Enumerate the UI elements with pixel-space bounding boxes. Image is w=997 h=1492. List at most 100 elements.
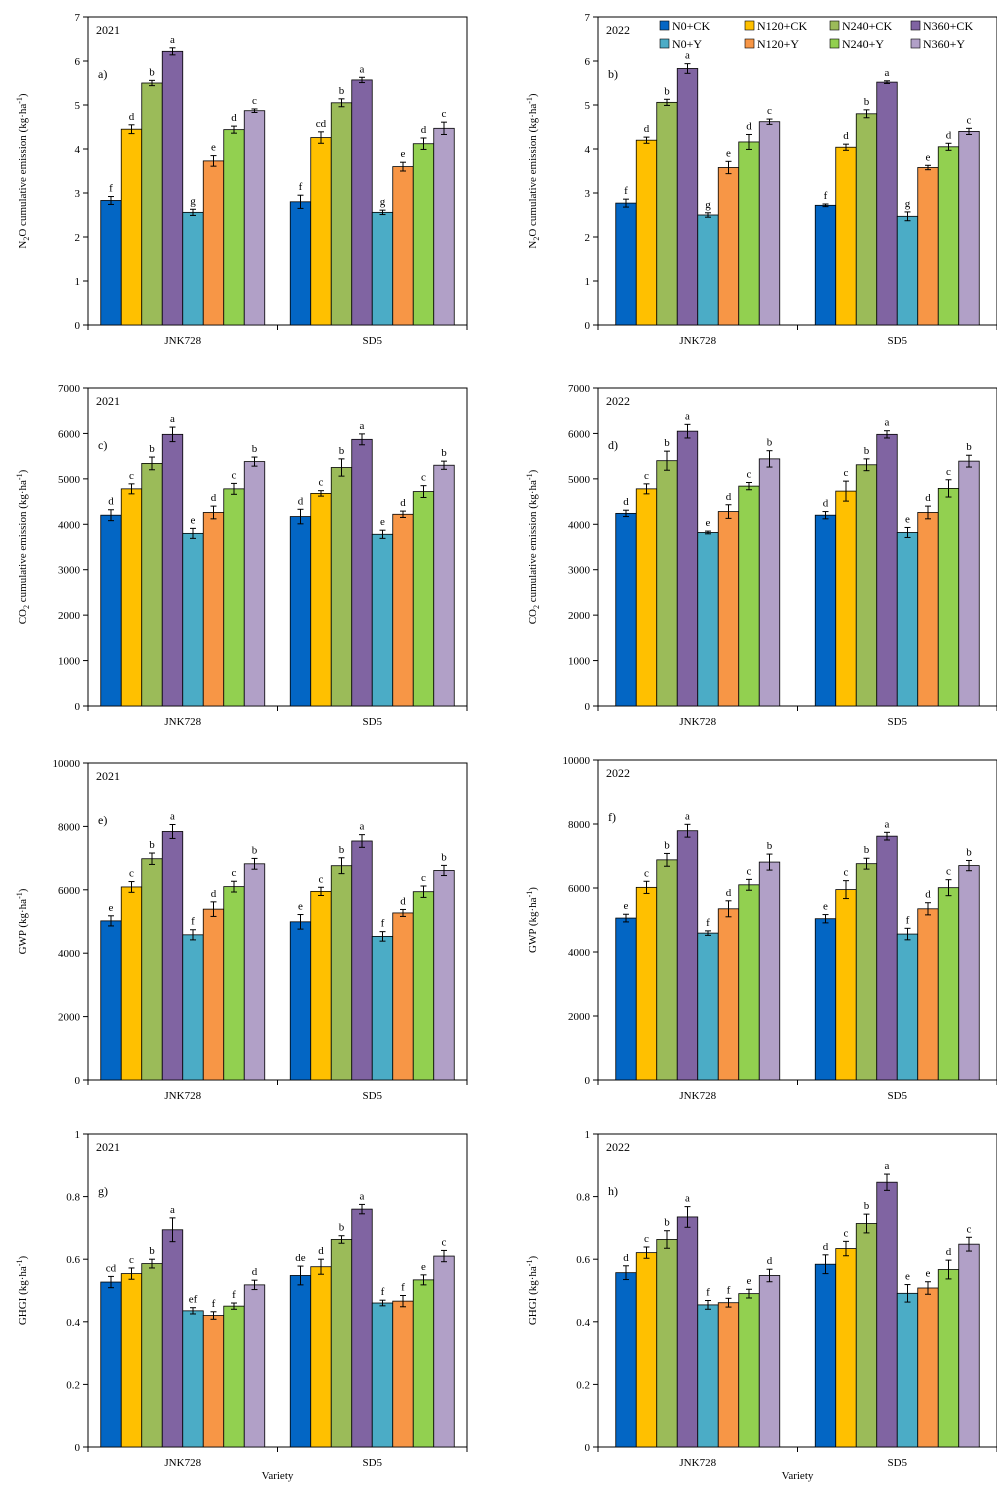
significance-letter: de xyxy=(295,1252,306,1264)
significance-letter: e xyxy=(421,1261,426,1273)
significance-letter: d xyxy=(252,1266,258,1278)
bar xyxy=(100,1281,122,1448)
bar xyxy=(412,1279,435,1448)
y-axis-label: GHGI (kg·ha-1) xyxy=(525,1256,539,1326)
significance-letter: ef xyxy=(189,1294,198,1306)
significance-letter: a xyxy=(685,50,690,62)
significance-letter: d xyxy=(946,1246,952,1258)
significance-letter: e xyxy=(706,517,711,529)
bar xyxy=(223,886,245,1081)
significance-letter: d xyxy=(211,492,217,504)
significance-letter: d xyxy=(767,1255,773,1267)
legend-label: N0+CK xyxy=(672,19,710,33)
significance-letter: a xyxy=(170,1204,175,1216)
bar xyxy=(412,491,435,707)
bar xyxy=(330,467,353,707)
y-tick-label: 3000 xyxy=(58,565,81,577)
significance-letter: d xyxy=(843,130,849,142)
bar xyxy=(937,887,960,1081)
y-tick-label: 0.4 xyxy=(576,1317,590,1329)
bar xyxy=(182,1310,204,1448)
bar xyxy=(835,889,857,1081)
significance-letter: b xyxy=(664,85,670,97)
bar xyxy=(635,488,658,707)
bar xyxy=(717,908,740,1081)
significance-letter: b xyxy=(767,437,773,449)
bar xyxy=(917,1287,939,1448)
significance-letter: e xyxy=(401,148,406,160)
significance-letter: d xyxy=(726,887,732,899)
significance-letter: c xyxy=(232,867,237,879)
significance-letter: c xyxy=(747,865,752,877)
bar xyxy=(120,488,143,707)
y-tick-label: 1000 xyxy=(568,656,591,668)
bar xyxy=(635,1252,658,1448)
bar xyxy=(697,932,719,1081)
bar xyxy=(855,113,878,326)
significance-letter: e xyxy=(726,147,731,159)
y-tick-label: 4000 xyxy=(58,948,81,960)
bar xyxy=(814,1263,837,1448)
y-tick-label: 0.4 xyxy=(66,1317,80,1329)
significance-letter: c xyxy=(644,1233,649,1245)
bar xyxy=(958,460,980,707)
legend-swatch xyxy=(744,38,755,49)
significance-letter: cd xyxy=(316,118,327,130)
chart-panel-d: 0 1000 2000 3000 4000 5000 6000 7000 JNK728 d c b a e… xyxy=(525,383,997,728)
bar xyxy=(958,1243,980,1448)
y-tick-label: 6 xyxy=(585,56,591,68)
significance-letter: e xyxy=(211,142,216,154)
significance-letter: c xyxy=(421,872,426,884)
y-tick-label: 7000 xyxy=(568,383,591,395)
significance-letter: c xyxy=(844,1227,849,1239)
legend-swatch xyxy=(910,38,921,49)
significance-letter: b xyxy=(864,445,870,457)
bar xyxy=(635,139,658,326)
significance-letter: c xyxy=(129,1254,134,1266)
y-tick-label: 10000 xyxy=(53,758,81,770)
significance-letter: a xyxy=(885,67,890,79)
significance-letter: c xyxy=(232,469,237,481)
category-label: JNK728 xyxy=(679,716,716,728)
y-tick-label: 0.6 xyxy=(66,1254,80,1266)
bar xyxy=(330,102,353,326)
legend-label: N240+CK xyxy=(842,19,892,33)
panel-label: b) xyxy=(608,67,618,81)
significance-letter: d xyxy=(129,111,135,123)
significance-letter: a xyxy=(685,810,690,822)
y-tick-label: 7 xyxy=(75,12,81,24)
significance-letter: c xyxy=(767,105,772,117)
significance-letter: d xyxy=(298,495,304,507)
significance-letter: c xyxy=(967,1223,972,1235)
significance-letter: b xyxy=(441,447,447,459)
y-tick-label: 2000 xyxy=(58,610,81,622)
significance-letter: d xyxy=(211,888,217,900)
significance-letter: d xyxy=(108,496,114,508)
y-axis-label: GWP (kg·ha-1) xyxy=(15,888,29,954)
y-tick-label: 1 xyxy=(585,276,591,288)
bar xyxy=(656,859,678,1081)
significance-letter: e xyxy=(747,1275,752,1287)
legend-label: N120+Y xyxy=(757,37,799,51)
bar xyxy=(835,146,857,326)
chart-panel-e: 0 2000 4000 6000 8000 10000 JNK728 e c b a f d c b SD5 e… xyxy=(15,758,468,1102)
category-label: SD5 xyxy=(887,1090,907,1102)
bar xyxy=(738,1293,760,1448)
bar xyxy=(876,81,898,326)
y-tick-label: 1 xyxy=(75,1129,81,1141)
year-label: 2022 xyxy=(606,766,630,780)
significance-letter: b xyxy=(149,443,155,455)
bar xyxy=(433,870,455,1081)
bar xyxy=(243,110,266,326)
y-tick-label: 0.8 xyxy=(576,1192,590,1204)
bar xyxy=(656,460,678,707)
y-tick-label: 0 xyxy=(75,701,81,713)
bar xyxy=(243,461,266,707)
legend-swatch xyxy=(829,20,840,31)
bar xyxy=(330,1239,353,1448)
significance-letter: f xyxy=(824,190,828,202)
significance-letter: e xyxy=(926,151,931,163)
y-tick-label: 0.2 xyxy=(576,1379,590,1391)
significance-letter: c xyxy=(319,873,324,885)
